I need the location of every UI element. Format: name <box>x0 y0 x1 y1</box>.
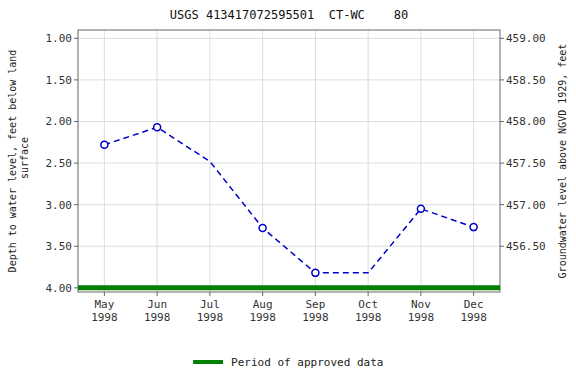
tick <box>74 287 78 288</box>
y-axis-label: Depth to water level, feet below land su… <box>7 50 30 273</box>
tick-label: 458.00 <box>506 115 546 128</box>
legend-label: Period of approved data <box>231 356 383 369</box>
data-point <box>417 205 424 212</box>
grid-line <box>78 246 500 247</box>
tick <box>74 121 78 122</box>
legend: Period of approved data <box>193 356 383 369</box>
tick-label: Aug1998 <box>249 298 276 324</box>
tick <box>74 204 78 205</box>
tick <box>74 38 78 39</box>
tick-label: Sep1998 <box>302 298 329 324</box>
tick-label: 3.50 <box>46 240 73 253</box>
tick <box>420 292 421 296</box>
data-point <box>470 224 477 231</box>
tick <box>157 292 158 296</box>
tick-label: 459.00 <box>506 32 546 45</box>
tick <box>500 121 504 122</box>
grid-line <box>157 30 158 292</box>
tick <box>368 292 369 296</box>
tick-label: Jul1998 <box>197 298 224 324</box>
tick-label: Nov1998 <box>408 298 435 324</box>
plot-frame <box>78 30 500 292</box>
x-axis: May1998 Jun1998 Jul1998 Aug1998 Sep1998 Oct19… <box>91 292 487 324</box>
tick-label: 2.50 <box>46 157 73 170</box>
tick-label: 457.50 <box>506 157 546 170</box>
tick-label: 458.50 <box>506 74 546 87</box>
data-point <box>101 141 108 148</box>
tick <box>315 292 316 296</box>
chart: 1.00 1.50 2.00 2.50 3.00 3.50 4.00 456.50 457.00… <box>0 0 576 384</box>
tick-label: 1.50 <box>46 74 73 87</box>
tick <box>500 38 504 39</box>
legend-swatch <box>193 360 223 364</box>
data-line <box>104 127 473 273</box>
tick <box>500 163 504 164</box>
tick <box>500 204 504 205</box>
tick-label: Jun1998 <box>144 298 171 324</box>
tick-label: Dec1998 <box>460 298 487 324</box>
tick <box>473 292 474 296</box>
grid-line <box>78 163 500 164</box>
tick-label: 456.50 <box>506 240 546 253</box>
grid-line <box>78 79 500 80</box>
grid-line <box>262 30 263 292</box>
tick <box>500 246 504 247</box>
grid-line <box>78 121 500 122</box>
grid-line <box>315 30 316 292</box>
tick-label: May1998 <box>91 298 118 324</box>
grid-line <box>78 38 500 39</box>
tick <box>104 292 105 296</box>
grid-line <box>104 30 105 292</box>
tick-label: 1.00 <box>46 32 73 45</box>
marks <box>78 124 500 288</box>
tick-label: Oct1998 <box>355 298 382 324</box>
tick-label: 2.00 <box>46 115 73 128</box>
tick-label: 4.00 <box>46 282 73 295</box>
grid-line <box>420 30 421 292</box>
data-point <box>259 224 266 231</box>
approved-period-line <box>78 285 500 290</box>
title: USGS 413417072595501 CT-WC 80 <box>170 8 408 22</box>
grid-line <box>209 30 210 292</box>
background <box>0 0 576 384</box>
grid-line <box>78 287 500 288</box>
tick <box>500 79 504 80</box>
grid-line <box>78 204 500 205</box>
data-point <box>312 269 319 276</box>
tick <box>209 292 210 296</box>
grid-line <box>473 30 474 292</box>
data-point <box>154 124 161 131</box>
tick <box>74 163 78 164</box>
tick-label: 3.00 <box>46 199 73 212</box>
y2-axis-label: Groundwater level above NGVD 1929, feet <box>557 44 568 279</box>
y2-axis: 456.50 457.00 457.50 458.00 458.50 459.00 <box>500 32 546 253</box>
tick <box>74 79 78 80</box>
y-axis: 1.00 1.50 2.00 2.50 3.00 3.50 4.00 <box>46 32 79 295</box>
grid-line <box>368 30 369 292</box>
grid <box>78 30 500 292</box>
tick <box>74 246 78 247</box>
tick-label: 457.00 <box>506 199 546 212</box>
tick <box>262 292 263 296</box>
